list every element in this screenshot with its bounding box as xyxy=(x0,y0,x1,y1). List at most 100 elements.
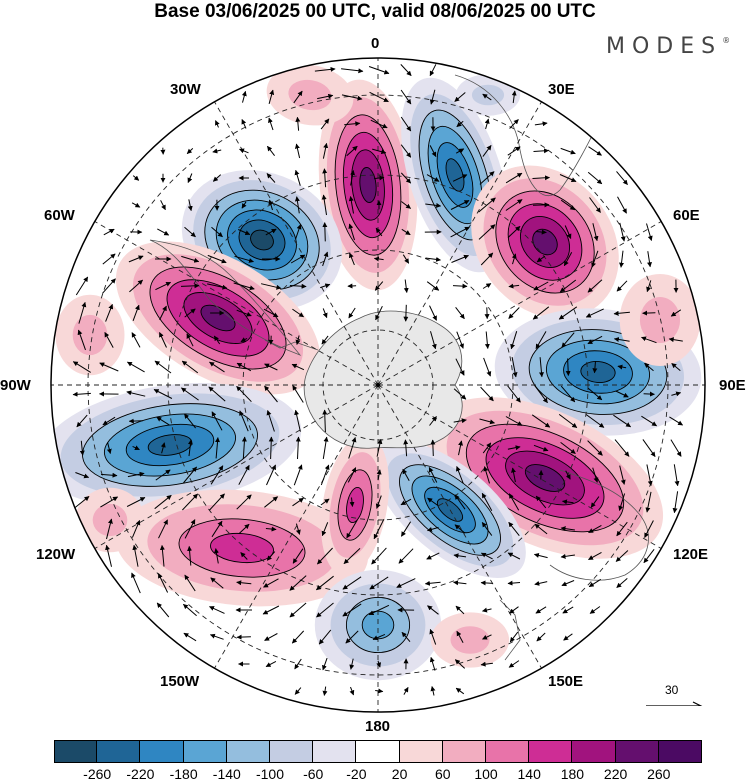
wind-vector xyxy=(160,200,166,211)
wind-vector xyxy=(402,468,410,482)
wind-vector xyxy=(426,552,440,560)
brand-name: MODES xyxy=(606,34,723,59)
wind-vector xyxy=(320,283,331,289)
wind-vector xyxy=(322,686,328,696)
wind-vector xyxy=(266,551,276,561)
wind-vector xyxy=(587,171,603,185)
wind-vector xyxy=(400,498,412,506)
wind-vector xyxy=(455,687,465,695)
positive-anomaly xyxy=(318,79,418,291)
wind-vector xyxy=(673,464,680,487)
wind-vector xyxy=(322,222,328,242)
wind-vector xyxy=(507,146,521,156)
wind-vector xyxy=(240,337,248,343)
reference-vector-label: 30 xyxy=(665,683,679,697)
colorbar-tick-label: -20 xyxy=(346,766,367,782)
wind-vector xyxy=(126,497,146,507)
wind-vector xyxy=(268,436,274,460)
wind-vector xyxy=(212,148,222,154)
wind-vector xyxy=(642,439,656,458)
negative-anomaly xyxy=(51,382,302,508)
wind-vector xyxy=(294,169,301,186)
wind-vector xyxy=(510,331,518,350)
wind-vector xyxy=(505,199,523,211)
wind-vector xyxy=(211,411,223,431)
wind-vector xyxy=(320,464,330,486)
wind-vector xyxy=(585,414,605,428)
wind-vector xyxy=(211,226,223,238)
wind-vector xyxy=(184,519,196,539)
wind-vector xyxy=(348,223,355,241)
wind-vector xyxy=(646,280,652,293)
australia-outline xyxy=(549,469,649,581)
wind-vector xyxy=(75,472,90,479)
wind-vector xyxy=(396,578,416,588)
wind-vector xyxy=(616,521,628,537)
negative-anomaly xyxy=(455,74,521,116)
meridian-line xyxy=(377,221,662,386)
wind-vector xyxy=(295,224,302,240)
lon-label-90e: 90E xyxy=(719,377,746,394)
wind-vector xyxy=(260,283,282,290)
wind-vector xyxy=(292,385,304,403)
wind-vector xyxy=(453,418,467,424)
wind-vector xyxy=(563,633,573,641)
wind-vector xyxy=(316,575,334,591)
colorbar-tick-label: 20 xyxy=(391,766,408,782)
wind-vector xyxy=(321,194,327,216)
wind-vector xyxy=(511,253,517,265)
wind-vector xyxy=(293,90,303,104)
wind-vector xyxy=(206,283,228,290)
wind-vector xyxy=(342,576,362,590)
wind-vector xyxy=(72,391,91,397)
wind-vector xyxy=(592,467,599,483)
meridian-line xyxy=(214,384,379,669)
wind-vector xyxy=(534,385,548,404)
wind-vector xyxy=(613,310,630,316)
lon-label-180: 180 xyxy=(365,718,391,735)
positive-anomaly xyxy=(471,165,619,319)
wind-vector xyxy=(425,256,441,262)
negative-anomaly xyxy=(314,569,442,681)
wind-vector xyxy=(455,605,465,615)
wind-vector xyxy=(104,331,114,348)
wind-vector xyxy=(478,197,496,213)
wind-vector xyxy=(592,223,599,242)
wind-vector xyxy=(538,357,544,378)
wind-vector xyxy=(187,439,193,457)
wind-vector xyxy=(209,361,225,373)
anomaly-contour xyxy=(359,167,377,203)
anomaly-contour xyxy=(200,304,236,332)
positive-anomaly xyxy=(75,487,145,553)
wind-vector xyxy=(74,496,90,508)
wind-vector xyxy=(238,464,250,485)
wind-vector xyxy=(561,332,575,348)
colorbar-tick-label: -100 xyxy=(255,766,285,782)
anomaly-contour xyxy=(210,532,274,564)
wind-vector xyxy=(241,119,247,129)
wind-vector xyxy=(458,440,464,456)
colorbar-tick-label: 260 xyxy=(647,766,671,782)
wind-vector xyxy=(482,634,492,640)
colorbar-cell xyxy=(615,740,659,763)
wind-vector xyxy=(292,548,304,564)
wind-vector xyxy=(429,656,436,671)
wind-vector xyxy=(424,580,441,586)
wind-vector xyxy=(588,551,602,561)
wind-vector xyxy=(453,580,467,586)
wind-vector xyxy=(241,201,247,209)
colorbar-tick-label: 140 xyxy=(517,766,541,782)
wind-vector xyxy=(105,544,112,567)
anomaly-contour xyxy=(361,610,395,640)
wind-vector xyxy=(345,630,359,644)
wind-vector xyxy=(265,660,277,668)
wind-vector xyxy=(157,573,169,593)
wind-vector xyxy=(240,552,248,560)
wind-vector xyxy=(480,252,494,266)
wind-vector xyxy=(215,437,221,459)
wind-vector xyxy=(401,631,411,643)
wind-vector xyxy=(616,280,628,292)
wind-vector xyxy=(507,385,521,403)
wind-vector xyxy=(619,222,626,242)
wind-vector xyxy=(455,466,464,484)
